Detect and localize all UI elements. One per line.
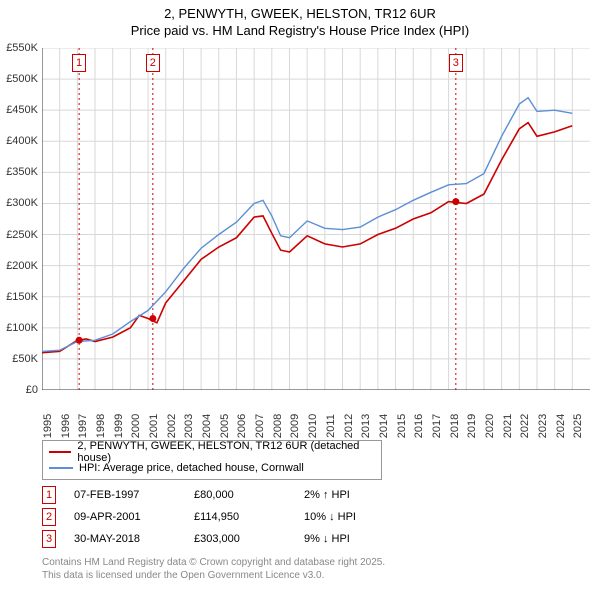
x-tick-label: 2005 xyxy=(219,414,231,438)
sale-diff: 10% ↓ HPI xyxy=(304,511,404,523)
sale-diff: 9% ↓ HPI xyxy=(304,533,404,545)
sale-price: £303,000 xyxy=(194,533,304,545)
sale-price: £80,000 xyxy=(194,489,304,501)
x-tick-label: 1995 xyxy=(42,414,54,438)
x-tick-label: 1996 xyxy=(60,414,72,438)
x-tick-label: 2001 xyxy=(148,414,160,438)
x-tick-label: 2009 xyxy=(289,414,301,438)
y-axis: £0£50K£100K£150K£200K£250K£300K£350K£400… xyxy=(0,48,40,390)
sale-row: 1 07-FEB-1997£80,0002% ↑ HPI xyxy=(42,484,404,506)
x-tick-label: 2013 xyxy=(360,414,372,438)
x-tick-label: 1999 xyxy=(113,414,125,438)
x-tick-label: 1997 xyxy=(77,414,89,438)
chart-svg xyxy=(42,48,590,390)
legend-label: HPI: Average price, detached house, Corn… xyxy=(79,462,304,474)
y-tick-label: £450K xyxy=(6,104,38,116)
y-tick-label: £100K xyxy=(6,322,38,334)
sale-price: £114,950 xyxy=(194,511,304,523)
sale-diff: 2% ↑ HPI xyxy=(304,489,404,501)
sale-date: 09-APR-2001 xyxy=(74,511,194,523)
y-tick-label: £150K xyxy=(6,291,38,303)
sale-date: 30-MAY-2018 xyxy=(74,533,194,545)
y-tick-label: £350K xyxy=(6,166,38,178)
x-tick-label: 2020 xyxy=(484,414,496,438)
sale-row: 2 09-APR-2001£114,95010% ↓ HPI xyxy=(42,506,404,528)
x-axis: 1995 1996 1997 1998 1999 2000 2001 2002 2003 2004… xyxy=(42,392,590,438)
x-tick-label: 2010 xyxy=(307,414,319,438)
x-tick-label: 2022 xyxy=(519,414,531,438)
x-tick-label: 2021 xyxy=(502,414,514,438)
plot-area: 1 2 3 xyxy=(42,48,590,390)
x-tick-label: 2025 xyxy=(572,414,584,438)
sale-marker-box: 1 xyxy=(42,486,56,504)
sale-marker: 2 xyxy=(146,54,160,72)
x-tick-label: 2002 xyxy=(166,414,178,438)
x-tick-label: 2007 xyxy=(254,414,266,438)
x-tick-label: 2004 xyxy=(201,414,213,438)
legend-item: 2, PENWYTH, GWEEK, HELSTON, TR12 6UR (de… xyxy=(49,444,375,460)
x-tick-label: 2017 xyxy=(431,414,443,438)
footer-line-1: Contains HM Land Registry data © Crown c… xyxy=(42,556,385,569)
x-tick-label: 1998 xyxy=(95,414,107,438)
title-line-2: Price paid vs. HM Land Registry's House … xyxy=(0,23,600,40)
footer-line-2: This data is licensed under the Open Gov… xyxy=(42,569,385,582)
sale-date: 07-FEB-1997 xyxy=(74,489,194,501)
sale-marker-box: 3 xyxy=(42,530,56,548)
x-tick-label: 2000 xyxy=(130,414,142,438)
sale-marker-box: 2 xyxy=(42,508,56,526)
y-tick-label: £0 xyxy=(26,384,38,396)
y-tick-label: £250K xyxy=(6,229,38,241)
y-tick-label: £500K xyxy=(6,73,38,85)
sale-row: 3 30-MAY-2018£303,0009% ↓ HPI xyxy=(42,528,404,550)
x-tick-label: 2011 xyxy=(325,414,337,438)
chart-title: 2, PENWYTH, GWEEK, HELSTON, TR12 6UR Pri… xyxy=(0,0,600,40)
x-tick-label: 2003 xyxy=(183,414,195,438)
legend: 2, PENWYTH, GWEEK, HELSTON, TR12 6UR (de… xyxy=(42,440,382,480)
x-tick-label: 2016 xyxy=(413,414,425,438)
chart-container: 2, PENWYTH, GWEEK, HELSTON, TR12 6UR Pri… xyxy=(0,0,600,590)
x-tick-label: 2019 xyxy=(466,414,478,438)
x-tick-label: 2015 xyxy=(396,414,408,438)
legend-swatch xyxy=(49,467,73,469)
y-tick-label: £550K xyxy=(6,42,38,54)
x-tick-label: 2023 xyxy=(537,414,549,438)
y-tick-label: £300K xyxy=(6,197,38,209)
footer-attribution: Contains HM Land Registry data © Crown c… xyxy=(42,556,385,582)
sale-marker: 3 xyxy=(449,54,463,72)
title-line-1: 2, PENWYTH, GWEEK, HELSTON, TR12 6UR xyxy=(0,6,600,23)
x-tick-label: 2024 xyxy=(555,414,567,438)
y-tick-label: £200K xyxy=(6,260,38,272)
x-tick-label: 2008 xyxy=(272,414,284,438)
sales-table: 1 07-FEB-1997£80,0002% ↑ HPI 2 09-APR-2001£… xyxy=(42,484,404,550)
x-tick-label: 2018 xyxy=(449,414,461,438)
legend-swatch xyxy=(49,451,71,453)
x-tick-label: 2014 xyxy=(378,414,390,438)
y-tick-label: £400K xyxy=(6,135,38,147)
x-tick-label: 2006 xyxy=(236,414,248,438)
x-tick-label: 2012 xyxy=(343,414,355,438)
sale-marker: 1 xyxy=(72,54,86,72)
legend-label: 2, PENWYTH, GWEEK, HELSTON, TR12 6UR (de… xyxy=(77,440,375,464)
y-tick-label: £50K xyxy=(12,353,38,365)
